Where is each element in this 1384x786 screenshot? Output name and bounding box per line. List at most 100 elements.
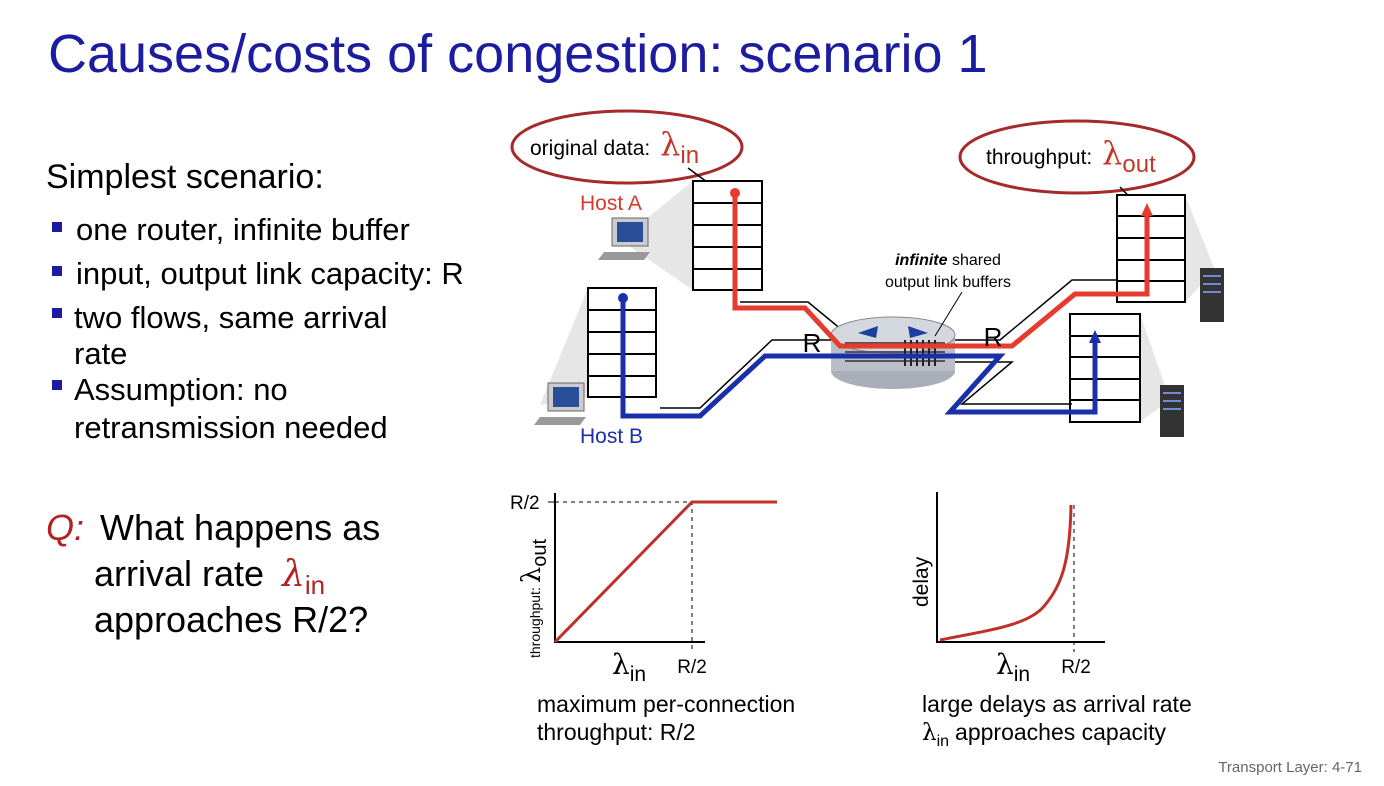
router-arrows	[858, 326, 928, 338]
y-label: delay	[910, 556, 933, 607]
flow-start	[730, 188, 740, 198]
flow-b	[620, 298, 1098, 419]
x-label: λin	[996, 648, 1030, 686]
lambda-sub: out	[1122, 151, 1156, 178]
axes	[936, 492, 1105, 643]
keyboard	[598, 252, 650, 260]
x-tick-label: R/2	[677, 657, 707, 678]
bullet-text: two flows, same arrival	[74, 300, 388, 335]
buffer-rows	[1070, 335, 1140, 401]
shadow	[620, 181, 693, 290]
y-tick-label: R/2	[510, 493, 540, 514]
bullet-text: Assumption: no	[74, 372, 288, 407]
server-slots	[1163, 392, 1181, 410]
label-text: original data:	[530, 137, 650, 160]
slide-title: Causes/costs of congestion: scenario 1	[48, 24, 988, 84]
buffer-rows	[693, 202, 762, 270]
lambda-sub: in	[937, 733, 949, 750]
keyboard	[534, 417, 586, 425]
buffer	[1116, 194, 1186, 303]
caption: maximum per-connection	[537, 691, 795, 717]
buffer	[692, 180, 763, 291]
bullet	[52, 308, 62, 318]
arrowhead	[1089, 330, 1101, 343]
buffer	[1069, 313, 1141, 423]
links	[660, 279, 1118, 409]
link	[955, 361, 1072, 405]
label-text: shared	[952, 252, 1001, 269]
link	[740, 301, 843, 331]
lambda: λ	[996, 648, 1014, 681]
bullet	[52, 266, 62, 276]
x-tick-label: R/2	[1061, 657, 1091, 678]
bullet	[52, 222, 62, 232]
label-text: throughput:	[527, 587, 543, 658]
link	[955, 279, 1118, 341]
lambda: λ	[1102, 134, 1122, 172]
link-label: R	[803, 328, 822, 358]
computer	[534, 382, 586, 425]
lambda: λ	[517, 567, 547, 583]
lambda: λ	[660, 125, 680, 163]
shadow	[540, 288, 588, 405]
heading: Simplest scenario:	[46, 158, 324, 196]
caption: large delays as arrival rate	[922, 691, 1192, 717]
question-text: arrival rate	[94, 553, 264, 594]
callout	[510, 109, 744, 185]
output-label: throughput: λout	[986, 134, 1156, 178]
flow-start	[618, 293, 628, 303]
lambda: λ	[922, 720, 937, 746]
question-text: approaches R/2?	[94, 599, 368, 640]
graph: delay λin R/2 large delays as arrival ra…	[910, 492, 1192, 750]
bullet	[52, 380, 62, 390]
link	[660, 339, 835, 409]
question-label: Q:	[46, 507, 84, 548]
emphasis: infinite	[895, 252, 948, 269]
y-label: throughput: λout	[517, 539, 551, 658]
caption-text: approaches capacity	[955, 719, 1166, 745]
bullet-text: one router, infinite buffer	[76, 212, 410, 247]
question-text: What happens as	[100, 507, 380, 548]
link-label: R	[984, 322, 1003, 352]
buffer-label: output link buffers	[885, 274, 1011, 291]
label-text: throughput:	[986, 146, 1092, 169]
computer	[598, 217, 650, 260]
pointer	[934, 291, 963, 337]
router	[830, 316, 956, 389]
server-slots	[1203, 275, 1221, 293]
question: Q: What happens as	[46, 507, 380, 548]
buffer-label: infinite shared	[895, 252, 1001, 269]
host-label: Host B	[580, 425, 643, 448]
arrowhead	[1141, 203, 1153, 216]
graph: R/2 throughput: λout λin R/2 maximum per…	[510, 493, 795, 745]
x-label: λin	[612, 648, 646, 686]
curve	[939, 504, 1073, 642]
bullet-text: rate	[74, 336, 127, 371]
screen	[617, 222, 643, 242]
lambda: λ	[612, 648, 630, 681]
lambda-sub: in	[305, 570, 325, 600]
flow-a	[732, 193, 1150, 349]
lambda-sub: in	[680, 142, 699, 169]
bullet-markers	[52, 222, 62, 390]
caption: λin approaches capacity	[922, 719, 1166, 750]
lambda-sub: in	[1014, 663, 1030, 686]
footer: Transport Layer: 4-71	[1218, 759, 1362, 776]
lambda: λ	[280, 554, 305, 595]
server	[1160, 385, 1184, 437]
host-label: Host A	[580, 192, 642, 215]
screen	[553, 387, 579, 407]
bullet-text: retransmission needed	[74, 410, 388, 445]
caption: throughput: R/2	[537, 719, 696, 745]
callout	[958, 119, 1196, 195]
input-label: original data: λin	[530, 125, 699, 169]
question: arrival rate λin	[94, 553, 325, 600]
curve	[553, 500, 777, 644]
lambda-sub: in	[630, 663, 646, 686]
server	[1200, 268, 1224, 322]
router-buffer	[904, 340, 936, 366]
bullet-text: input, output link capacity: R	[76, 256, 464, 291]
lambda-sub: out	[529, 539, 551, 567]
